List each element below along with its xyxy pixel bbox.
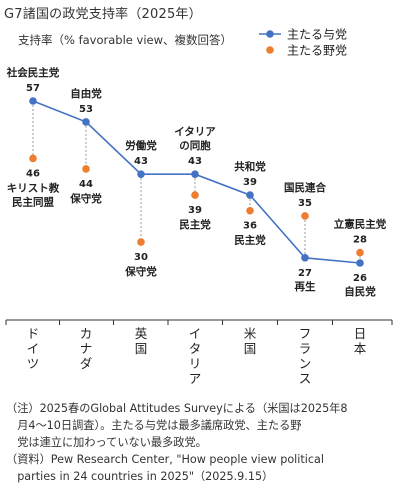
data-point-opposition (82, 165, 90, 173)
data-point-opposition (191, 191, 199, 199)
data-point-opposition (137, 238, 145, 246)
party-label-opposition: キリスト教 (7, 181, 60, 194)
legend-label: 主たる野党 (287, 43, 347, 58)
party-label-opposition: 民主同盟 (12, 195, 54, 208)
note-line: parties in 24 countries in 2025"（2025.9.… (6, 470, 274, 483)
data-label-opposition: 39 (188, 205, 202, 216)
data-label-opposition: 35 (298, 198, 312, 209)
data-label-ruling-party: 57 (26, 83, 40, 94)
data-point-opposition (246, 206, 254, 215)
data-point-ruling-party (82, 118, 90, 126)
party-label-ruling-party: 共和党 (234, 160, 266, 173)
note-line: （資料）Pew Research Center, "How people vie… (6, 453, 325, 466)
x-tick-label: イタリア (189, 326, 202, 386)
x-tick-label: フランス (299, 326, 312, 386)
x-tick-label: 米国 (244, 326, 257, 356)
y-axis-label: 支持率（% favorable view、複数回答） (18, 33, 232, 47)
party-label-ruling-party: 労働党 (125, 139, 157, 152)
data-label-opposition: 30 (134, 252, 148, 263)
party-label-opposition: 国民連合 (284, 181, 326, 194)
x-tick-label: カナダ (80, 326, 93, 371)
x-tick-label: ドイツ (27, 326, 40, 371)
data-label-opposition: 36 (243, 221, 257, 232)
note-line: 月4～10日調査）。主たる与党は最多議席政党、主たる野 (6, 419, 302, 432)
x-tick-label: 日本 (354, 326, 367, 356)
data-label-ruling-party: 43 (188, 156, 202, 167)
data-label-opposition: 46 (26, 168, 40, 179)
party-label-opposition: 民主党 (234, 234, 266, 247)
plot-area: 57社会民主党53自由党43労働党43の同胞イタリア39共和党27再生26自民党… (5, 66, 393, 386)
data-label-ruling-party: 39 (243, 177, 257, 188)
data-point-ruling-party (246, 191, 254, 199)
party-label-opposition: 民主党 (179, 218, 211, 231)
party-label-ruling-party: 社会民主党 (6, 66, 60, 79)
data-point-ruling-party (301, 253, 309, 262)
legend-marker (266, 46, 274, 54)
party-label-opposition: 保守党 (69, 192, 102, 205)
party-label-ruling-party: イタリア (174, 126, 216, 138)
data-label-opposition: 28 (353, 235, 367, 246)
legend-marker (266, 30, 274, 38)
party-label-opposition: 立憲民主党 (334, 218, 387, 231)
legend-label: 主たる与党 (287, 27, 347, 42)
note-line: 党は連立に加わっていない最多政党。 (6, 436, 207, 449)
data-label-opposition: 44 (79, 179, 93, 190)
party-label-opposition: 保守党 (124, 265, 157, 278)
data-label-ruling-party: 26 (353, 273, 367, 284)
data-point-ruling-party (137, 170, 145, 178)
party-label-ruling-party: 再生 (295, 280, 316, 293)
party-label-ruling-party: 自民党 (344, 285, 376, 298)
data-label-ruling-party: 53 (79, 104, 93, 115)
data-point-ruling-party (29, 97, 37, 105)
data-point-opposition (301, 212, 309, 220)
data-point-opposition (356, 248, 364, 257)
data-label-ruling-party: 43 (134, 156, 148, 167)
note-line: （注）2025春のGlobal Attitudes Surveyによる（米国は2… (6, 402, 348, 415)
data-point-opposition (29, 154, 37, 163)
data-point-ruling-party (356, 259, 364, 267)
notes: （注）2025春のGlobal Attitudes Surveyによる（米国は2… (6, 400, 398, 485)
party-label-ruling-party: の同胞 (179, 139, 211, 152)
data-point-ruling-party (191, 170, 199, 178)
chart-title: G7諸国の政党支持率（2025年） (4, 7, 202, 22)
data-label-ruling-party: 27 (298, 268, 312, 279)
x-tick-label: 英国 (135, 326, 148, 356)
party-label-ruling-party: 自由党 (70, 87, 102, 100)
